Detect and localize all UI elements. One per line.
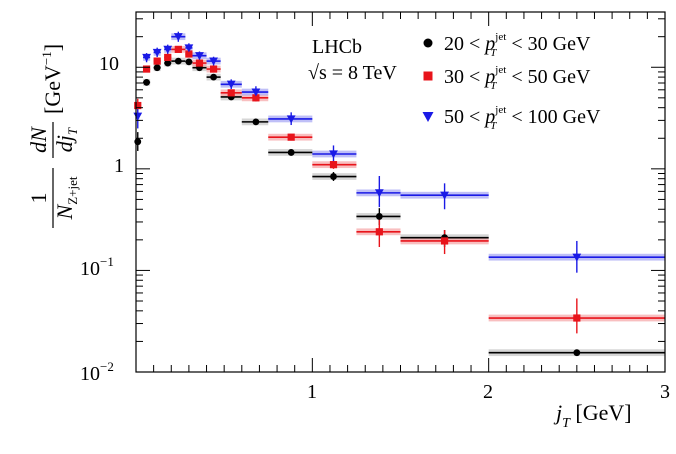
experiment-name: LHCb [312,36,362,58]
svg-text:1: 1 [26,193,51,204]
y-tick-exponent: −2 [100,359,114,374]
data-point [573,314,581,322]
data-point [330,173,337,180]
y-tick-base: 10 [80,258,100,280]
experiment-energy: √s = 8 TeV [308,62,397,84]
data-point [252,118,260,126]
data-point [374,189,384,198]
x-tick-label: 3 [660,381,670,403]
legend-marker-square [423,71,433,81]
data-point [251,88,261,97]
data-point [164,53,172,62]
data-point [209,57,218,66]
data-point [185,50,193,58]
data-point [174,57,182,65]
data-point [195,59,204,67]
data-point [143,78,150,86]
y-tick-base: 10 [80,363,100,385]
y-tick-exponent: −1 [100,254,114,269]
data-point [153,64,161,72]
legend-marker-triangle [422,112,434,122]
axis-ticks [136,12,665,373]
data-point [195,52,204,61]
y-tick-base: 1 [114,155,124,177]
x-tick-label: 1 [307,381,317,403]
data-point [153,57,161,65]
data-point [174,45,182,53]
data-point [152,48,162,57]
data-point [286,115,296,124]
y-tick-label: 10 [99,53,119,75]
y-tick-base: 10 [99,53,119,75]
data-point [209,65,218,73]
data-point [134,101,142,110]
data-point [375,228,383,236]
data-point [133,112,143,121]
y-axis-title: 1 NZ+jet dN djT [GeV−1] [26,44,80,228]
svg-text:NZ+jet: NZ+jet [52,176,80,220]
y-tick-label: 10−1 [80,254,114,280]
data-point [440,237,449,245]
data-point [185,58,193,66]
data-point [329,150,338,159]
data-point [210,73,217,81]
data-point [440,191,449,200]
data-point [142,53,151,62]
data-point [287,149,295,156]
data-point [329,161,338,169]
y-tick-label: 10−2 [80,359,114,385]
data-point [226,80,236,89]
data-point [163,45,173,54]
legend-marker-circle [423,38,433,48]
data-point [375,213,383,220]
data-point [142,65,151,73]
data-point [227,89,235,97]
data-point [134,138,142,146]
y-tick-label: 1 [114,155,124,177]
legend: 20 < pjet T < 30 GeV 30 < pjet T < 50 GeV … [422,31,601,132]
svg-text:dN: dN [26,126,51,153]
data-point [573,349,581,357]
data-point [287,133,295,141]
data-point [184,44,194,53]
svg-text:[GeV−1]: [GeV−1] [39,44,65,114]
legend-entry: 50 < pjet T < 100 GeV [444,104,601,132]
x-axis-title: jT [GeV] [553,400,632,431]
legend-entry: 20 < pjet T < 30 GeV [444,31,591,59]
data-point [164,59,172,67]
data-point [252,94,260,102]
data-point [572,253,582,262]
x-tick-label: 2 [483,381,493,403]
data-point [173,33,183,42]
svg-text:djT: djT [52,127,80,152]
legend-entry: 30 < pjet T < 50 GeV [444,64,591,92]
data-markers [133,33,582,357]
